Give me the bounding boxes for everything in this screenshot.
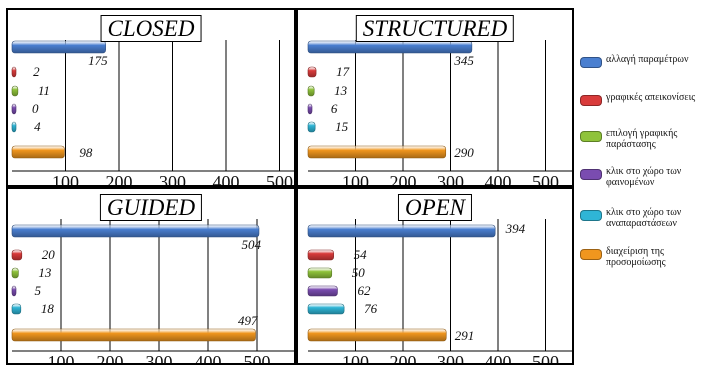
data-label: 50	[352, 265, 366, 280]
bar	[307, 267, 333, 279]
x-tick-label: 400	[213, 172, 240, 187]
x-tick-label: 300	[159, 172, 186, 187]
data-label: 98	[79, 145, 93, 160]
bar	[307, 303, 345, 315]
chart-title: GUIDED	[99, 194, 203, 221]
x-tick-label: 300	[146, 352, 173, 365]
data-label: 17	[336, 64, 350, 79]
bar	[11, 85, 19, 97]
legend-label: γραφικές απεικονίσεις	[606, 92, 696, 103]
chart-guided: GUIDED 504 20 13 5 18 497 100 200 300 400 500	[6, 187, 296, 365]
x-tick-label: 500	[244, 352, 271, 365]
x-tick-label: 300	[437, 172, 464, 187]
data-label: 18	[41, 301, 55, 316]
data-label: 504	[241, 237, 261, 252]
bar	[307, 285, 338, 297]
data-label: 20	[42, 247, 56, 262]
legend-swatch	[580, 57, 602, 68]
bar	[307, 328, 447, 342]
chart-closed: CLOSED 175 2 11 0 4 98 100 200 300 400 500	[6, 8, 296, 187]
data-label: 2	[33, 64, 40, 79]
x-tick-label: 500	[266, 172, 293, 187]
data-label: 497	[238, 313, 258, 328]
chart-legend: αλλαγή παραμέτρων γραφικές απεικονίσεις …	[576, 8, 708, 360]
data-label: 0	[32, 101, 39, 116]
x-tick-label: 100	[342, 172, 369, 187]
bar	[11, 121, 17, 133]
x-tick-label: 500	[532, 172, 559, 187]
legend-item: κλικ στο χώρο των αναπαραστάσεων	[580, 207, 708, 247]
bar	[307, 224, 496, 238]
legend-swatch	[580, 210, 602, 221]
bar	[11, 303, 22, 315]
chart-title: STRUCTURED	[355, 15, 515, 42]
bar	[307, 66, 317, 78]
legend-swatch	[580, 169, 602, 180]
bar	[11, 145, 65, 159]
legend-item: διαχείριση της προσομοίωσης	[580, 246, 708, 286]
data-label: 62	[357, 283, 371, 298]
legend-item: αλλαγή παραμέτρων	[580, 54, 708, 94]
x-tick-label: 400	[485, 352, 512, 365]
data-label: 291	[455, 328, 475, 343]
legend-label: διαχείριση της προσομοίωσης	[606, 246, 666, 268]
data-label: 13	[334, 83, 348, 98]
x-tick-label: 400	[485, 172, 512, 187]
x-tick-label: 100	[342, 352, 369, 365]
chart-title: CLOSED	[100, 15, 202, 42]
legend-swatch	[580, 131, 602, 142]
data-label: 6	[331, 101, 338, 116]
bar	[307, 145, 447, 159]
x-tick-label: 200	[390, 352, 417, 365]
bar	[11, 66, 17, 78]
legend-item: κλικ στο χώρο των φαινομένων	[580, 166, 708, 206]
chart-structured: STRUCTURED 345 17 13 6 15 290 100 200 300 400 500	[296, 8, 574, 187]
bar	[307, 249, 334, 261]
bar	[11, 103, 17, 115]
legend-item: γραφικές απεικονίσεις	[580, 92, 708, 132]
bar	[307, 103, 313, 115]
x-tick-label: 500	[532, 352, 559, 365]
chart-title: OPEN	[397, 194, 473, 221]
x-tick-label: 200	[390, 172, 417, 187]
chart-svg: 394 54 50 62 76 291 100 200 300 400 500	[307, 219, 572, 365]
x-tick-label: 400	[195, 352, 222, 365]
data-label: 5	[34, 283, 41, 298]
data-label: 394	[505, 221, 526, 236]
legend-label: κλικ στο χώρο των αναπαραστάσεων	[606, 207, 682, 229]
x-tick-label: 300	[437, 352, 464, 365]
bar	[11, 267, 19, 279]
bar	[11, 40, 106, 54]
data-label: 54	[354, 247, 368, 262]
x-tick-label: 100	[52, 172, 79, 187]
bar	[307, 85, 315, 97]
data-label: 4	[34, 119, 41, 134]
legend-swatch	[580, 95, 602, 106]
chart-svg: 504 20 13 518 497 100 200 300 400 500	[11, 219, 294, 365]
chart-open: OPEN 394 54 50 62 76 291 100 200 300 400 500	[296, 187, 574, 365]
bar	[11, 328, 256, 342]
data-label: 290	[454, 145, 474, 160]
bar	[11, 249, 23, 261]
legend-swatch	[580, 249, 602, 260]
bar	[11, 285, 17, 297]
data-label: 13	[38, 265, 52, 280]
x-tick-label: 200	[106, 172, 133, 187]
bar	[11, 224, 260, 238]
legend-item: επιλογή γραφικής παράστασης	[580, 128, 708, 168]
x-tick-label: 100	[48, 352, 75, 365]
data-label: 11	[38, 83, 50, 98]
legend-label: αλλαγή παραμέτρων	[606, 54, 689, 65]
legend-label: κλικ στο χώρο των φαινομένων	[606, 166, 682, 188]
bar	[307, 40, 473, 54]
data-label: 15	[335, 119, 349, 134]
legend-label: επιλογή γραφικής παράστασης	[606, 128, 678, 150]
data-label: 76	[364, 301, 378, 316]
bar	[307, 121, 316, 133]
x-tick-label: 200	[97, 352, 124, 365]
data-label: 345	[453, 53, 474, 68]
data-label: 175	[88, 53, 108, 68]
